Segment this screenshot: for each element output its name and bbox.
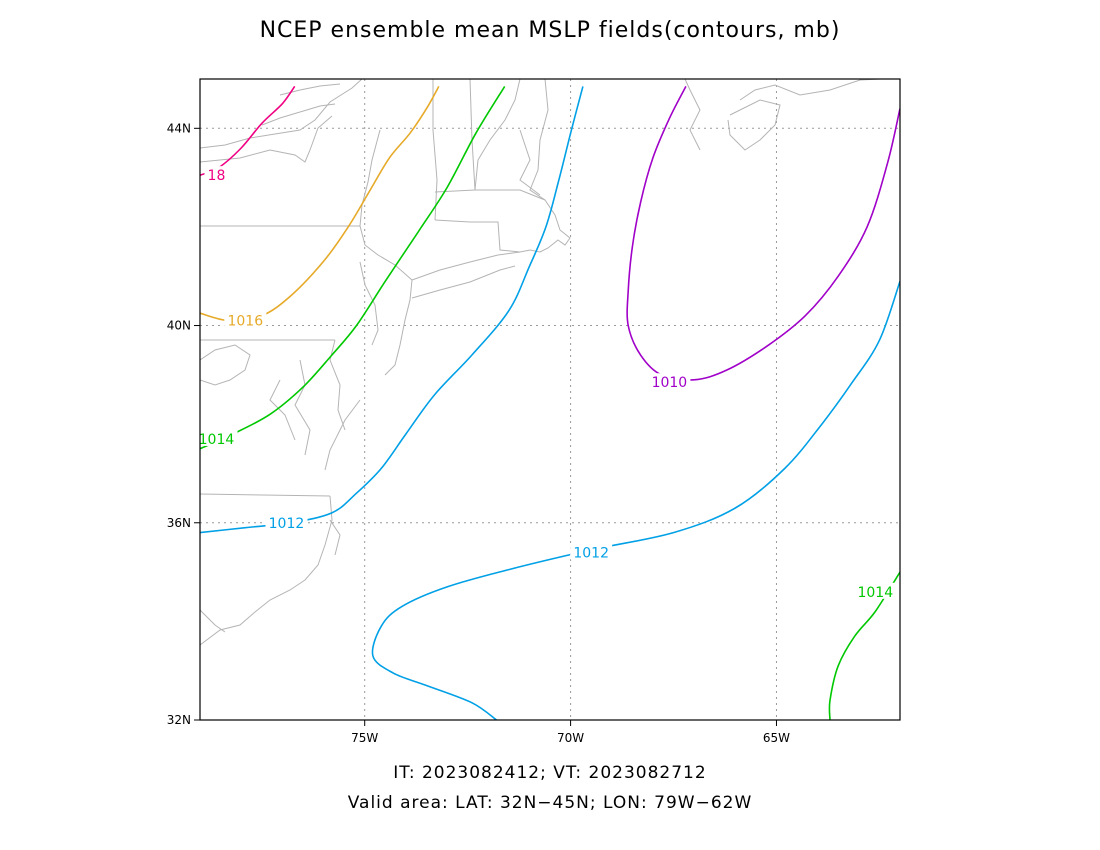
contour-label-1012: 1012 <box>269 516 305 532</box>
contour-label-1018: 18 <box>208 168 226 184</box>
contour-label-1010: 1010 <box>652 375 688 391</box>
contour-label-1012: 1012 <box>573 545 609 561</box>
y-tick-label: 32N <box>167 713 191 727</box>
grid-lines <box>200 79 900 720</box>
isobar-1012 <box>371 280 900 720</box>
contour-label-background <box>648 373 691 390</box>
isobar-1010 <box>626 86 900 381</box>
x-tick-label: 65W <box>763 731 790 745</box>
contour-label-background <box>195 429 238 446</box>
y-tick-label: 40N <box>167 319 191 333</box>
contour-label-1016: 1016 <box>227 314 263 330</box>
chart-title: NCEP ensemble mean MSLP fields(contours,… <box>259 18 841 43</box>
isobar-1018 <box>200 85 296 176</box>
y-tick-label: 36N <box>167 516 191 530</box>
contour-label-background <box>570 543 613 560</box>
contour-label-background <box>204 166 229 183</box>
x-tick-label: 75W <box>351 731 378 745</box>
contour-label-background <box>854 582 897 599</box>
contour-label-background <box>224 311 267 328</box>
isobar-1014 <box>200 85 506 450</box>
plot-frame <box>199 78 901 721</box>
mslp-contours <box>200 85 900 720</box>
x-tick-label: 70W <box>557 731 584 745</box>
init-valid-time-caption: IT: 2023082412; VT: 2023082712 <box>393 763 707 783</box>
contour-label-1014: 1014 <box>199 432 235 448</box>
contour-labels: 18 1016 1014 1014 1012 1012 1010 <box>195 166 897 601</box>
contour-label-1014: 1014 <box>857 585 893 601</box>
axis-ticks: 75W 70W 65W 32N 36N 40N 44N <box>167 121 790 745</box>
valid-area-caption: Valid area: LAT: 32N−45N; LON: 79W−62W <box>347 793 753 813</box>
y-tick-label: 44N <box>167 121 191 135</box>
isobar-1014 <box>828 571 900 720</box>
contour-label-background <box>265 513 308 530</box>
isobar-1016 <box>200 86 440 322</box>
coastlines-and-borders <box>200 79 881 646</box>
